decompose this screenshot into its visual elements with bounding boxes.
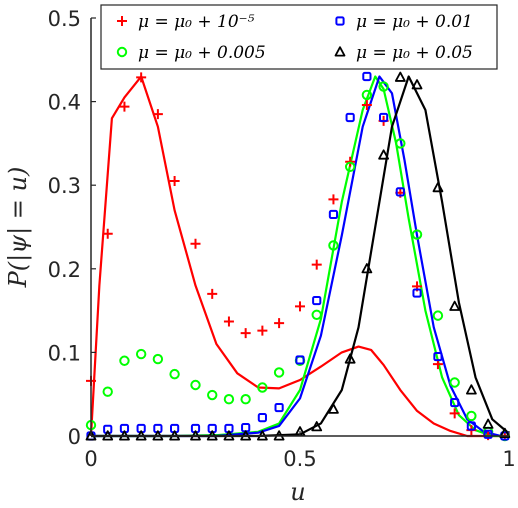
data-point — [378, 81, 389, 92]
legend-label: μ = μ₀ + 0.01 — [356, 12, 473, 32]
series-mu0-plus-0-01 — [91, 75, 509, 438]
data-point — [328, 403, 339, 414]
data-point — [344, 161, 356, 173]
data-point — [311, 259, 322, 270]
data-point — [273, 367, 285, 378]
data-point — [152, 353, 164, 365]
data-point — [361, 99, 372, 110]
x-tick-label: 0 — [84, 447, 97, 471]
x-tick-label: 1 — [502, 447, 515, 471]
legend-entry-mu0-plus-0-01: μ = μ₀ + 0.01 — [335, 12, 473, 32]
legend-entry-mu0-plus-0-005: μ = μ₀ + 0.005 — [116, 43, 266, 63]
data-point — [465, 384, 477, 395]
data-point — [395, 138, 406, 149]
data-point — [499, 427, 511, 438]
data-point — [344, 353, 356, 364]
data-point — [190, 238, 201, 249]
legend-marker — [335, 16, 345, 26]
y-tick-label: 0.4 — [48, 91, 81, 115]
legend-marker — [116, 46, 128, 58]
data-point — [223, 394, 235, 405]
data-point — [311, 421, 323, 432]
ticks-layer: 0 0.5 1 0 0.1 0.2 0.3 0.4 0.5 — [48, 7, 516, 471]
data-point — [223, 316, 234, 327]
legend-marker — [334, 46, 346, 57]
data-point — [257, 413, 267, 423]
data-point — [449, 377, 460, 388]
data-point — [361, 89, 373, 101]
data-point — [483, 429, 493, 439]
data-point — [295, 301, 305, 312]
data-point — [295, 355, 305, 365]
data-point — [207, 389, 218, 401]
legend-label: μ = μ₀ + 0.05 — [356, 43, 473, 63]
data-point — [240, 328, 251, 339]
data-point — [411, 229, 423, 240]
data-point — [395, 187, 405, 197]
legend-entry-mu0-plus-1e-5: μ = μ₀ + 10⁻⁵ — [117, 12, 255, 32]
data-point — [169, 368, 180, 380]
legend-entry-mu0-plus-0-05: μ = μ₀ + 0.05 — [334, 43, 473, 63]
data-point — [136, 72, 147, 83]
data-point — [102, 386, 113, 397]
data-point — [450, 397, 460, 408]
data-point — [412, 288, 422, 298]
data-point — [433, 351, 443, 362]
data-point — [361, 263, 373, 274]
y-tick-label: 0 — [68, 425, 81, 449]
data-point — [207, 288, 218, 299]
data-point — [169, 176, 180, 187]
series-layer — [85, 71, 511, 442]
data-point — [466, 421, 476, 431]
y-axis-label: P(|ψ| = u) — [4, 167, 33, 289]
legend: μ = μ₀ + 10⁻⁵ μ = μ₀ + 0.01 μ = μ₀ + 0.005… — [100, 4, 498, 70]
data-point — [312, 295, 322, 306]
data-point — [119, 355, 130, 366]
legend-label: μ = μ₀ + 0.005 — [138, 43, 266, 63]
legend-marker — [117, 16, 127, 26]
data-point — [190, 379, 201, 391]
y-tick-label: 0.5 — [48, 7, 81, 31]
data-point — [449, 300, 461, 311]
series-mu0-plus-0-05 — [91, 75, 510, 438]
series-line-mu0-plus-0-05 — [91, 75, 510, 438]
series-markers-mu0-plus-0-005 — [85, 81, 511, 442]
data-point — [257, 325, 268, 336]
y-tick-label: 0.2 — [48, 258, 81, 282]
data-point — [328, 194, 339, 205]
data-point — [378, 149, 389, 160]
y-tick-label: 0.3 — [48, 174, 81, 198]
data-point — [432, 182, 444, 193]
series-line-mu0-plus-0-01 — [91, 75, 509, 438]
data-point — [379, 112, 389, 123]
data-point — [240, 394, 251, 405]
data-point — [482, 418, 494, 429]
data-point — [135, 348, 147, 360]
data-point — [394, 71, 406, 82]
data-point — [432, 310, 444, 321]
data-point — [274, 318, 285, 329]
data-point — [311, 309, 322, 320]
x-axis-label: u — [290, 478, 305, 506]
data-point — [328, 209, 339, 220]
legend-label: μ = μ₀ + 10⁻⁵ — [138, 12, 255, 32]
data-point — [152, 109, 163, 120]
data-point — [411, 79, 423, 90]
data-point — [102, 228, 113, 239]
data-point — [466, 410, 477, 422]
data-point — [257, 382, 268, 393]
y-tick-label: 0.1 — [48, 341, 81, 365]
data-point — [362, 71, 372, 82]
x-tick-label: 0.5 — [283, 447, 316, 471]
legend-box — [100, 4, 498, 70]
data-point — [274, 402, 284, 413]
data-point — [119, 101, 130, 112]
data-point — [328, 240, 339, 251]
data-point — [345, 112, 355, 123]
data-point — [449, 408, 460, 419]
